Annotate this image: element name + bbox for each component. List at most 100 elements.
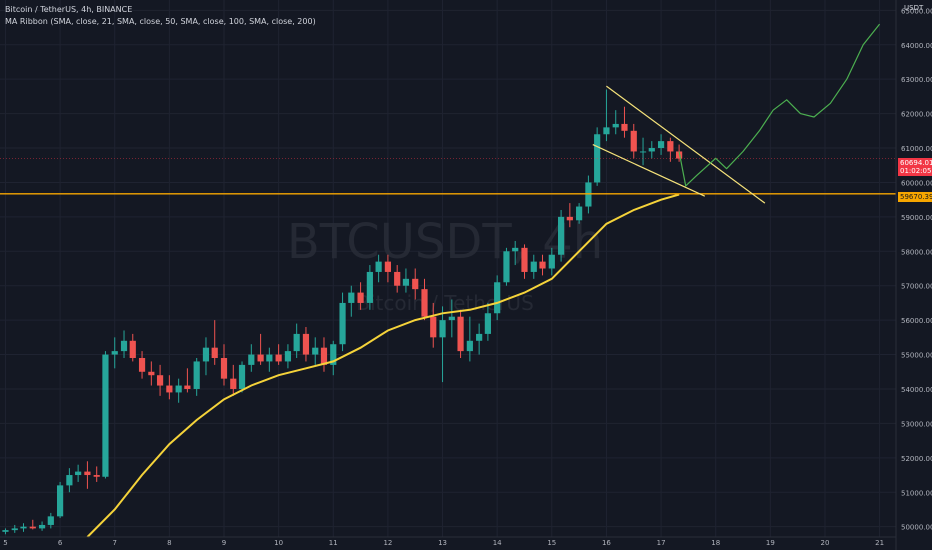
candle-body [330,344,337,365]
candle-body [148,371,155,376]
level-price-tag: 59670.39 [898,192,932,202]
candle-body [384,261,391,272]
y-tick-label: 65000.00 [901,7,932,15]
candle-body [648,148,655,152]
countdown-value: 01:02:05 [900,167,932,175]
y-tick-label: 60000.00 [901,179,932,187]
y-tick-label: 56000.00 [901,317,932,325]
candle-body [138,358,146,372]
candle-body [339,302,346,345]
projection-path [678,23,881,187]
candle-body [566,216,573,221]
y-tick-label: 57000.00 [901,283,932,291]
candle-body [512,247,519,252]
candle-body [548,254,555,269]
candle-body [284,351,292,362]
y-tick-label: 59000.00 [901,214,932,222]
candle-body [184,385,191,389]
candle-body [521,247,528,272]
x-tick-label: 11 [329,539,338,547]
candle-body [466,340,473,352]
candle-body [102,354,109,477]
currency-label: USDT [904,4,924,12]
candle-body [57,485,64,517]
candle-body [29,526,36,529]
sma-line [86,193,680,538]
legend-symbol[interactable]: Bitcoin / TetherUS, 4h, BINANCE [5,5,133,14]
candle-body [457,316,464,352]
candle-body [375,261,382,272]
candle-body [484,313,491,334]
candle-body [503,251,510,283]
y-tick-label: 52000.00 [901,455,932,463]
candle-body [156,375,164,386]
candle-body [193,361,200,389]
candle-body [111,351,118,355]
x-tick-label: 6 [58,539,63,547]
candle-body [603,127,610,135]
candle-body [66,475,73,486]
candle-body [20,526,27,529]
x-tick-label: 9 [222,539,226,547]
x-tick-label: 18 [711,539,720,547]
x-tick-label: 5 [3,539,7,547]
candle-body [494,282,501,314]
candle-body [576,206,583,221]
x-tick-label: 15 [547,539,556,547]
candle-body [47,516,54,525]
candle-body [448,316,455,321]
candle-body [312,347,319,355]
candle-body [166,385,173,393]
candle-body [366,271,373,303]
candles [2,89,683,535]
candle-body [621,123,628,131]
x-tick-label: 16 [602,539,611,547]
y-tick-label: 61000.00 [901,145,932,153]
legend-indicator[interactable]: MA Ribbon (SMA, close, 21, SMA, close, 5… [5,17,316,26]
ma-line [86,193,680,538]
candle-body [421,289,428,317]
y-tick-label: 63000.00 [901,76,932,84]
candle-body [275,354,282,362]
watermark-name: Bitcoin / TetherUS [356,291,534,315]
candle-body [120,340,128,352]
x-tick-label: 13 [438,539,447,547]
x-tick-label: 21 [875,539,884,547]
candle-body [557,216,565,255]
candle-body [129,340,136,358]
candle-body [248,354,255,365]
candle-body [238,364,246,389]
candle-body [320,347,328,365]
current-price-tag: 60694.01 01:02:05 [898,158,932,176]
candle-body [211,347,218,358]
candle-body [667,141,674,152]
candle-body [11,528,18,531]
candle-body [302,333,310,355]
candle-body [348,292,355,303]
y-tick-label: 62000.00 [901,111,932,119]
candle-body [202,347,210,362]
legend: Bitcoin / TetherUS, 4h, BINANCE MA Ribbo… [5,4,316,28]
x-tick-label: 8 [167,539,171,547]
x-tick-label: 17 [657,539,666,547]
candle-body [539,261,546,269]
candle-body [75,471,82,476]
candle-body [612,123,619,128]
levels [0,158,896,195]
candle-body [175,385,182,393]
candle-body [639,151,647,153]
candle-body [357,292,364,303]
y-tick-label: 51000.00 [901,489,932,497]
candle-body [439,320,446,338]
candle-body [657,141,665,149]
y-tick-label: 50000.00 [901,524,932,532]
candle-body [2,530,9,532]
wedge-upper-line [606,85,766,204]
x-tick-label: 12 [383,539,392,547]
candle-body [84,471,91,476]
candle-body [585,182,592,207]
candle-body [230,378,237,389]
wedge-lower-line [592,144,706,197]
candle-body [220,358,228,379]
